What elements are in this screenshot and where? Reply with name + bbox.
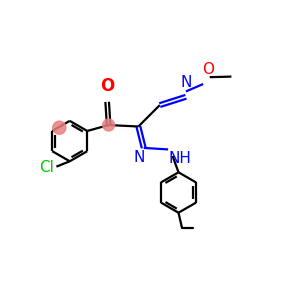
Text: NH: NH	[169, 151, 192, 166]
Text: Cl: Cl	[39, 160, 54, 175]
Text: N: N	[180, 75, 192, 90]
Text: O: O	[202, 62, 214, 77]
Text: O: O	[100, 77, 114, 95]
Circle shape	[103, 119, 115, 131]
Circle shape	[53, 121, 66, 134]
Text: N: N	[134, 150, 145, 165]
